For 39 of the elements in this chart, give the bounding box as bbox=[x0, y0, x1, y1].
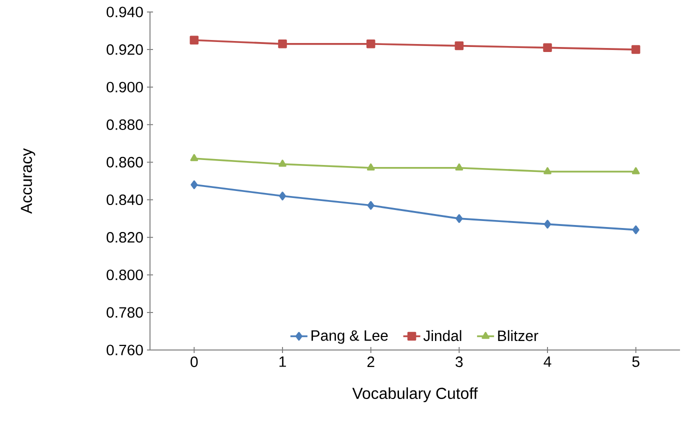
x-tick-label: 4 bbox=[544, 356, 552, 367]
x-tick-label: 5 bbox=[632, 356, 640, 367]
y-axis-title: Accuracy bbox=[20, 148, 36, 214]
y-tick-label: 0.880 bbox=[106, 119, 143, 130]
point bbox=[367, 201, 374, 210]
y-tick-label: 0.940 bbox=[106, 6, 143, 18]
point bbox=[366, 40, 376, 48]
y-tick-label: 0.820 bbox=[106, 232, 143, 243]
y-tick-label: 0.760 bbox=[106, 344, 143, 356]
point bbox=[543, 43, 552, 52]
point bbox=[632, 225, 640, 234]
x-tick-label: 3 bbox=[456, 356, 463, 368]
y-tick-label: 0.780 bbox=[106, 307, 143, 318]
point bbox=[455, 163, 464, 170]
x-axis-title: Vocabulary Cutoff bbox=[352, 387, 478, 402]
point bbox=[632, 167, 640, 174]
point bbox=[278, 160, 286, 167]
legend-label: Jindal bbox=[423, 330, 462, 342]
y-tick-label: 0.840 bbox=[106, 194, 143, 206]
point bbox=[456, 214, 463, 223]
x-tick-label: 1 bbox=[279, 356, 286, 367]
point bbox=[544, 167, 552, 174]
point bbox=[190, 154, 198, 162]
y-tick-label: 0.860 bbox=[106, 156, 143, 168]
point bbox=[454, 41, 464, 50]
legend-label: Blitzer bbox=[498, 330, 538, 342]
legend-label: Pang & Lee bbox=[312, 330, 388, 344]
x-tick-label: 2 bbox=[367, 356, 374, 367]
point bbox=[190, 36, 199, 45]
x-tick-label: 0 bbox=[190, 356, 198, 368]
point bbox=[278, 192, 286, 200]
y-tick-label: 0.800 bbox=[106, 270, 143, 280]
y-tick-label: 0.900 bbox=[106, 82, 143, 92]
point bbox=[190, 180, 198, 190]
point bbox=[366, 163, 375, 170]
point bbox=[278, 40, 287, 48]
point bbox=[544, 220, 552, 229]
y-tick-label: 0.920 bbox=[106, 44, 143, 55]
point bbox=[631, 45, 640, 54]
